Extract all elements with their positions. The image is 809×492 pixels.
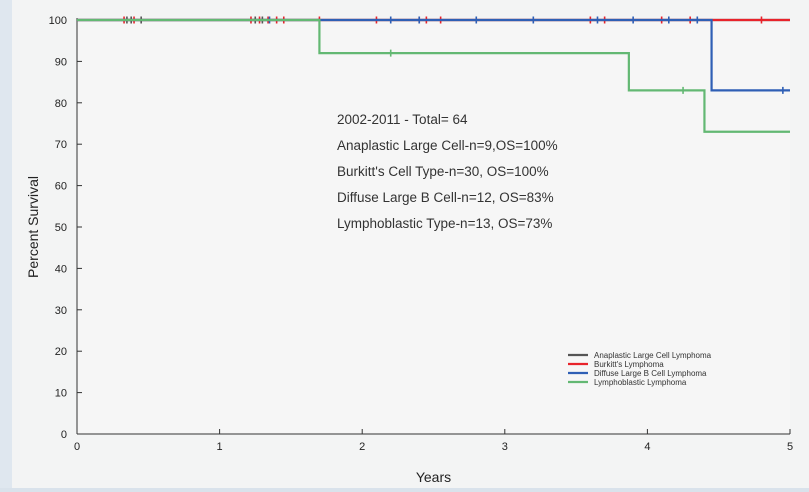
y-axis-title: Percent Survival <box>25 176 41 278</box>
legend-label: Lymphoblastic Lymphoma <box>594 378 687 387</box>
left-border <box>0 0 12 492</box>
annotation-line: Diffuse Large B Cell-n=12, OS=83% <box>337 190 554 205</box>
bottom-border <box>0 488 809 492</box>
x-tick-label: 5 <box>787 441 793 453</box>
y-tick-label: 50 <box>55 222 67 234</box>
y-tick-label: 70 <box>55 139 67 151</box>
series-3 <box>77 18 790 133</box>
y-tick-label: 60 <box>55 181 67 193</box>
series-line <box>77 18 790 133</box>
y-tick-label: 20 <box>55 346 67 358</box>
legend-label: Burkitt's Lymphoma <box>594 360 664 369</box>
annotation-block: 2002-2011 - Total= 64 Anaplastic Large Ce… <box>337 112 558 231</box>
annotation-line: Burkitt's Cell Type-n=30, OS=100% <box>337 164 549 179</box>
y-tick-label: 90 <box>55 56 67 68</box>
x-tick-label: 2 <box>359 441 365 453</box>
legend-label: Anaplastic Large Cell Lymphoma <box>594 351 712 360</box>
y-tick-label: 0 <box>61 429 67 441</box>
legend: Anaplastic Large Cell LymphomaBurkitt's … <box>568 351 712 387</box>
annotation-line: 2002-2011 - Total= 64 <box>337 112 468 127</box>
x-tick-label: 0 <box>74 441 80 453</box>
x-tick-label: 3 <box>502 441 508 453</box>
series-line <box>77 18 790 92</box>
y-tick-label: 30 <box>55 305 67 317</box>
y-tick-label: 80 <box>55 98 67 110</box>
y-tick-label: 100 <box>49 15 67 27</box>
axes: 0 10 20 30 40 50 60 70 80 90 100 0 1 2 3 4 5 <box>49 15 793 453</box>
series-layer <box>77 16 790 133</box>
series-2 <box>77 16 790 94</box>
annotation-line: Lymphoblastic Type-n=13, OS=73% <box>337 216 552 231</box>
x-tick-label: 4 <box>644 441 650 453</box>
annotation-line: Anaplastic Large Cell-n=9,OS=100% <box>337 138 558 153</box>
x-tick-label: 1 <box>217 441 223 453</box>
x-axis-title: Years <box>416 469 451 485</box>
plot-area <box>77 20 790 434</box>
y-tick-label: 10 <box>55 388 67 400</box>
legend-label: Diffuse Large B Cell Lymphoma <box>594 369 707 378</box>
y-tick-label: 40 <box>55 263 67 275</box>
